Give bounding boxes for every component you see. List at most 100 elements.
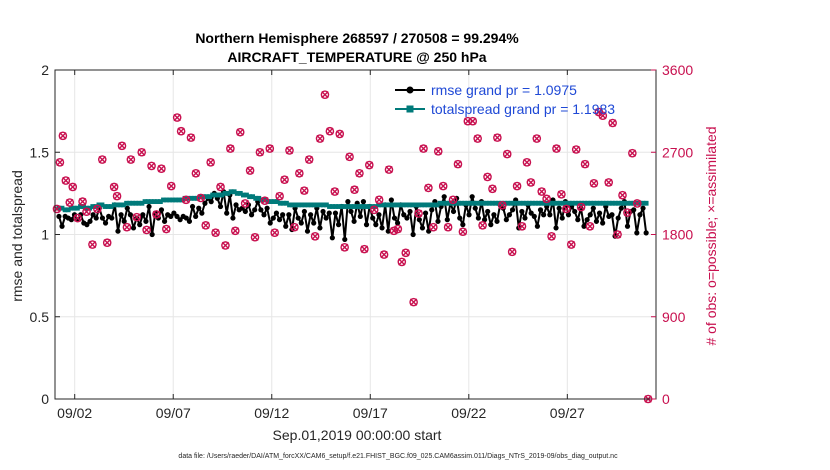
- obs-assimilated-point: [256, 148, 264, 156]
- obs-possible-point: [61, 176, 71, 185]
- rmse-point: [547, 212, 553, 218]
- rmse-point: [137, 222, 143, 228]
- obs-possible-point: [507, 247, 517, 257]
- obs-possible-point: [285, 146, 294, 155]
- y-tick-label-left: 2: [41, 62, 49, 78]
- obs-assimilated-point: [311, 232, 319, 241]
- obs-assimilated-point: [78, 197, 87, 206]
- totalspread-point: [425, 202, 431, 208]
- obs-possible-point: [255, 147, 265, 157]
- obs-assimilated-point: [316, 134, 324, 143]
- totalspread-point: [376, 202, 382, 208]
- obs-possible-point: [55, 158, 65, 167]
- totalspread-point: [363, 204, 369, 209]
- obs-possible-point: [245, 166, 255, 175]
- obs-possible-point: [414, 209, 423, 218]
- totalspread-point: [348, 204, 354, 209]
- totalspread-point: [434, 202, 440, 208]
- obs-assimilated-point: [73, 214, 82, 222]
- totalspread-point: [167, 197, 173, 203]
- x-tick-label: 09/02: [57, 405, 92, 421]
- totalspread-point: [523, 200, 529, 206]
- rmse-point: [590, 205, 596, 211]
- obs-possible-point: [102, 238, 112, 248]
- totalspread-point: [542, 200, 548, 206]
- rmse-point: [323, 215, 329, 221]
- rmse-point: [273, 210, 280, 216]
- totalspread-point: [268, 199, 274, 204]
- obs-assimilated-point: [483, 173, 492, 181]
- obs-possible-point: [628, 148, 637, 158]
- obs-assimilated-point: [336, 130, 344, 138]
- totalspread-point: [468, 200, 474, 206]
- totalspread-point: [526, 200, 532, 206]
- rmse-point: [457, 215, 463, 221]
- rmse-point: [460, 222, 466, 228]
- obs-possible-point: [310, 232, 320, 241]
- obs-assimilated-point: [206, 158, 215, 166]
- obs-possible-point: [340, 242, 349, 252]
- totalspread-point: [333, 204, 339, 209]
- rmse-point: [404, 215, 410, 221]
- rmse-point: [640, 205, 646, 211]
- totalspread-point: [327, 204, 332, 209]
- totalspread-point: [397, 202, 403, 208]
- rmse-point: [317, 225, 323, 231]
- obs-assimilated-point: [295, 169, 304, 177]
- totalspread-point: [296, 202, 302, 208]
- totalspread-point: [628, 200, 634, 206]
- obs-assimilated-point: [66, 198, 74, 207]
- rmse-point: [242, 208, 248, 215]
- totalspread-point: [597, 200, 603, 206]
- rmse-point: [581, 223, 587, 229]
- data-file-footnote: data file: /Users/raeder/DAI/ATM_forcXX/…: [178, 453, 618, 460]
- obs-possible-point: [374, 195, 384, 205]
- obs-possible-point: [315, 134, 325, 143]
- totalspread-point: [563, 200, 569, 206]
- y-tick-label-right: 3600: [662, 62, 693, 78]
- obs-assimilated-point: [375, 196, 383, 204]
- totalspread-point: [247, 194, 252, 200]
- obs-assimilated-point: [424, 184, 433, 192]
- x-tick-label: 09/12: [254, 405, 289, 421]
- rmse-point: [87, 218, 93, 224]
- obs-possible-point: [526, 178, 536, 187]
- rmse-point: [422, 210, 429, 216]
- rmse-point: [565, 212, 572, 218]
- obs-assimilated-point: [290, 223, 299, 231]
- obs-possible-point: [211, 228, 220, 237]
- obs-possible-point: [137, 147, 147, 157]
- totalspread-point: [102, 204, 108, 209]
- obs-possible-point: [618, 190, 627, 200]
- obs-assimilated-point: [459, 228, 467, 236]
- totalspread-point: [320, 202, 326, 208]
- rmse-point: [360, 199, 367, 205]
- obs-possible-point: [97, 155, 107, 164]
- totalspread-point: [237, 190, 243, 196]
- rmse-point: [304, 228, 311, 234]
- obs-assimilated-point: [69, 183, 77, 191]
- rmse-point: [345, 199, 351, 205]
- legend-marker-rmse: [406, 86, 414, 94]
- obs-possible-point: [265, 144, 275, 153]
- rmse-point: [124, 205, 130, 211]
- obs-possible-point: [512, 181, 522, 191]
- obs-possible-point: [384, 165, 394, 174]
- rmse-point: [394, 220, 401, 226]
- obs-possible-point: [355, 168, 364, 178]
- totalspread-point: [204, 194, 209, 200]
- obs-possible-point: [250, 232, 260, 242]
- obs-assimilated-point: [394, 225, 402, 233]
- x-tick-label: 09/22: [451, 405, 486, 421]
- obs-assimilated-point: [586, 222, 594, 230]
- rmse-point: [193, 213, 199, 220]
- legend-label-spread: totalspread grand pr = 1.1983: [431, 101, 615, 117]
- obs-assimilated-point: [340, 243, 349, 251]
- totalspread-point: [367, 204, 372, 209]
- totalspread-point: [394, 202, 400, 208]
- totalspread-point: [308, 202, 314, 208]
- totalspread-point: [216, 192, 222, 198]
- obs-possible-point: [88, 240, 97, 249]
- obs-possible-point: [493, 133, 502, 142]
- totalspread-point: [339, 204, 345, 209]
